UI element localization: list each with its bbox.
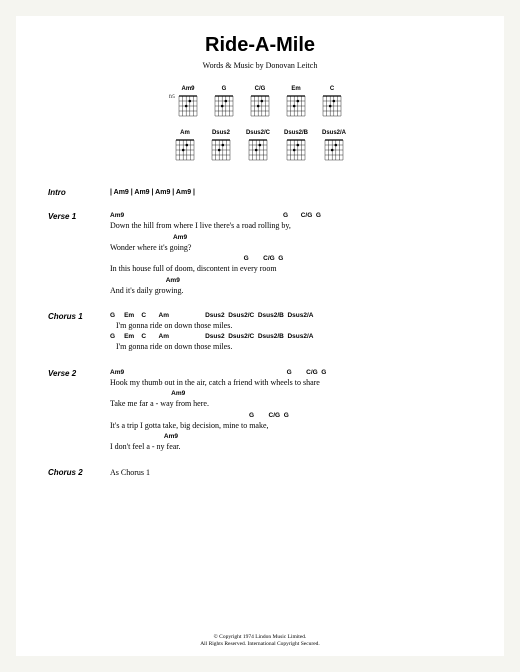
lyric-line: G Em C Am Dsus2 Dsus2/C Dsus2/B Dsus2/A … xyxy=(110,333,472,352)
chord-diagram: Dsus2/C xyxy=(246,130,270,168)
section-body: Am9 G C/G GDown the hill from where I li… xyxy=(110,212,472,298)
lyric-line: Am9Wonder where it's going? xyxy=(110,234,472,253)
chord-grid xyxy=(213,93,235,124)
chord-name: C/G xyxy=(255,86,266,92)
lyric-line: Am9And it's daily growing. xyxy=(110,277,472,296)
chord-grid xyxy=(247,137,269,168)
section-chorus-1: Chorus 1G Em C Am Dsus2 Dsus2/C Dsus2/B … xyxy=(48,312,472,355)
chord-grid xyxy=(249,93,271,124)
chord-name: C xyxy=(330,86,334,92)
chord-diagram: Am9fr5 xyxy=(177,86,199,124)
chord-diagram: C/G xyxy=(249,86,271,124)
copyright-line: All Rights Reserved. International Copyr… xyxy=(16,641,504,648)
lyric-line: G Em C Am Dsus2 Dsus2/C Dsus2/B Dsus2/A … xyxy=(110,312,472,331)
lyric-text: In this house full of doom, discontent i… xyxy=(110,264,472,274)
lyric-text: I'm gonna ride on down those miles. xyxy=(110,321,472,331)
lyric-text: I don't feel a - ny fear. xyxy=(110,442,472,452)
chord-line: Am9 xyxy=(110,433,178,441)
section-body: | Am9 | Am9 | Am9 | Am9 | xyxy=(110,188,472,198)
sheet-music-page: Ride-A-Mile Words & Music by Donovan Lei… xyxy=(16,16,504,656)
section-label: Intro xyxy=(48,188,110,198)
section-label: Chorus 1 xyxy=(48,312,110,355)
chord-grid xyxy=(285,137,307,168)
copyright-line: © Copyright 1974 Lindon Music Limited. xyxy=(16,634,504,641)
chord-name: Am xyxy=(180,130,190,136)
chord-diagram: Dsus2/A xyxy=(322,130,346,168)
chord-diagram: C xyxy=(321,86,343,124)
chord-name: G xyxy=(222,86,227,92)
chord-line: G Em C Am Dsus2 Dsus2/C Dsus2/B Dsus2/A xyxy=(110,333,313,341)
chord-diagram: Dsus2/B xyxy=(284,130,308,168)
chord-line: Am9 xyxy=(110,390,185,398)
section-label: Chorus 2 xyxy=(48,468,110,478)
lyric-text: Hook my thumb out in the air, catch a fr… xyxy=(110,378,472,388)
chord-name: Dsus2/C xyxy=(246,130,270,136)
chord-row: Am9fr5GC/GEmC xyxy=(48,86,472,124)
chord-name: Am9 xyxy=(181,86,194,92)
section-label: Verse 2 xyxy=(48,369,110,455)
chord-name: Dsus2/A xyxy=(322,130,346,136)
chord-line: G Em C Am Dsus2 Dsus2/C Dsus2/B Dsus2/A xyxy=(110,312,313,320)
section-body: As Chorus 1 xyxy=(110,468,472,478)
chord-diagram: G xyxy=(213,86,235,124)
chord-line: G C/G G xyxy=(110,255,283,263)
chord-line: G C/G G xyxy=(110,412,289,420)
lyric-text: Take me far a - way from here. xyxy=(110,399,472,409)
lyrics-content: Intro| Am9 | Am9 | Am9 | Am9 |Verse 1Am9… xyxy=(48,188,472,479)
chord-grid xyxy=(323,137,345,168)
chord-name: Dsus2/B xyxy=(284,130,308,136)
chord-grid xyxy=(285,93,307,124)
intro-chords: | Am9 | Am9 | Am9 | Am9 | xyxy=(110,188,472,197)
fret-label: fr5 xyxy=(169,95,175,100)
chord-name: Dsus2 xyxy=(212,130,230,136)
lyric-text: It's a trip I gotta take, big decision, … xyxy=(110,421,472,431)
chord-diagram: Dsus2 xyxy=(210,130,232,168)
lyric-line: Am9Take me far a - way from here. xyxy=(110,390,472,409)
section-body: Am9 G C/G GHook my thumb out in the air,… xyxy=(110,369,472,455)
chord-diagram-block: Am9fr5GC/GEmC AmDsus2Dsus2/CDsus2/BDsus2… xyxy=(48,86,472,168)
chord-grid xyxy=(321,93,343,124)
chord-line: Am9 G C/G G xyxy=(110,212,321,220)
section-verse-2: Verse 2Am9 G C/G GHook my thumb out in t… xyxy=(48,369,472,455)
lyric-text: Down the hill from where I live there's … xyxy=(110,221,472,231)
chord-grid xyxy=(210,137,232,168)
lyric-text: And it's daily growing. xyxy=(110,286,472,296)
lyric-text: I'm gonna ride on down those miles. xyxy=(110,342,472,352)
chord-diagram: Am xyxy=(174,130,196,168)
section-intro: Intro| Am9 | Am9 | Am9 | Am9 | xyxy=(48,188,472,198)
section-label: Verse 1 xyxy=(48,212,110,298)
lyric-line: Am9I don't feel a - ny fear. xyxy=(110,433,472,452)
chord-row: Am Dsus2 Dsus2/C Dsus2/B Dsus2/A xyxy=(48,130,472,168)
chord-grid: fr5 xyxy=(177,93,199,124)
chord-name: Em xyxy=(291,86,300,92)
section-verse-1: Verse 1Am9 G C/G GDown the hill from whe… xyxy=(48,212,472,298)
chord-line: Am9 xyxy=(110,277,180,285)
plain-text: As Chorus 1 xyxy=(110,468,472,478)
byline: Words & Music by Donovan Leitch xyxy=(48,61,472,70)
lyric-line: G C/G GIt's a trip I gotta take, big dec… xyxy=(110,412,472,431)
chord-grid xyxy=(174,137,196,168)
chord-line: Am9 xyxy=(110,234,187,242)
lyric-line: G C/G GIn this house full of doom, disco… xyxy=(110,255,472,274)
lyric-line: Am9 G C/G GDown the hill from where I li… xyxy=(110,212,472,231)
section-chorus-2: Chorus 2As Chorus 1 xyxy=(48,468,472,478)
section-body: G Em C Am Dsus2 Dsus2/C Dsus2/B Dsus2/A … xyxy=(110,312,472,355)
lyric-line: Am9 G C/G GHook my thumb out in the air,… xyxy=(110,369,472,388)
chord-line: Am9 G C/G G xyxy=(110,369,326,377)
chord-diagram: Em xyxy=(285,86,307,124)
copyright: © Copyright 1974 Lindon Music Limited. A… xyxy=(16,634,504,648)
song-title: Ride-A-Mile xyxy=(48,34,472,57)
lyric-text: Wonder where it's going? xyxy=(110,243,472,253)
